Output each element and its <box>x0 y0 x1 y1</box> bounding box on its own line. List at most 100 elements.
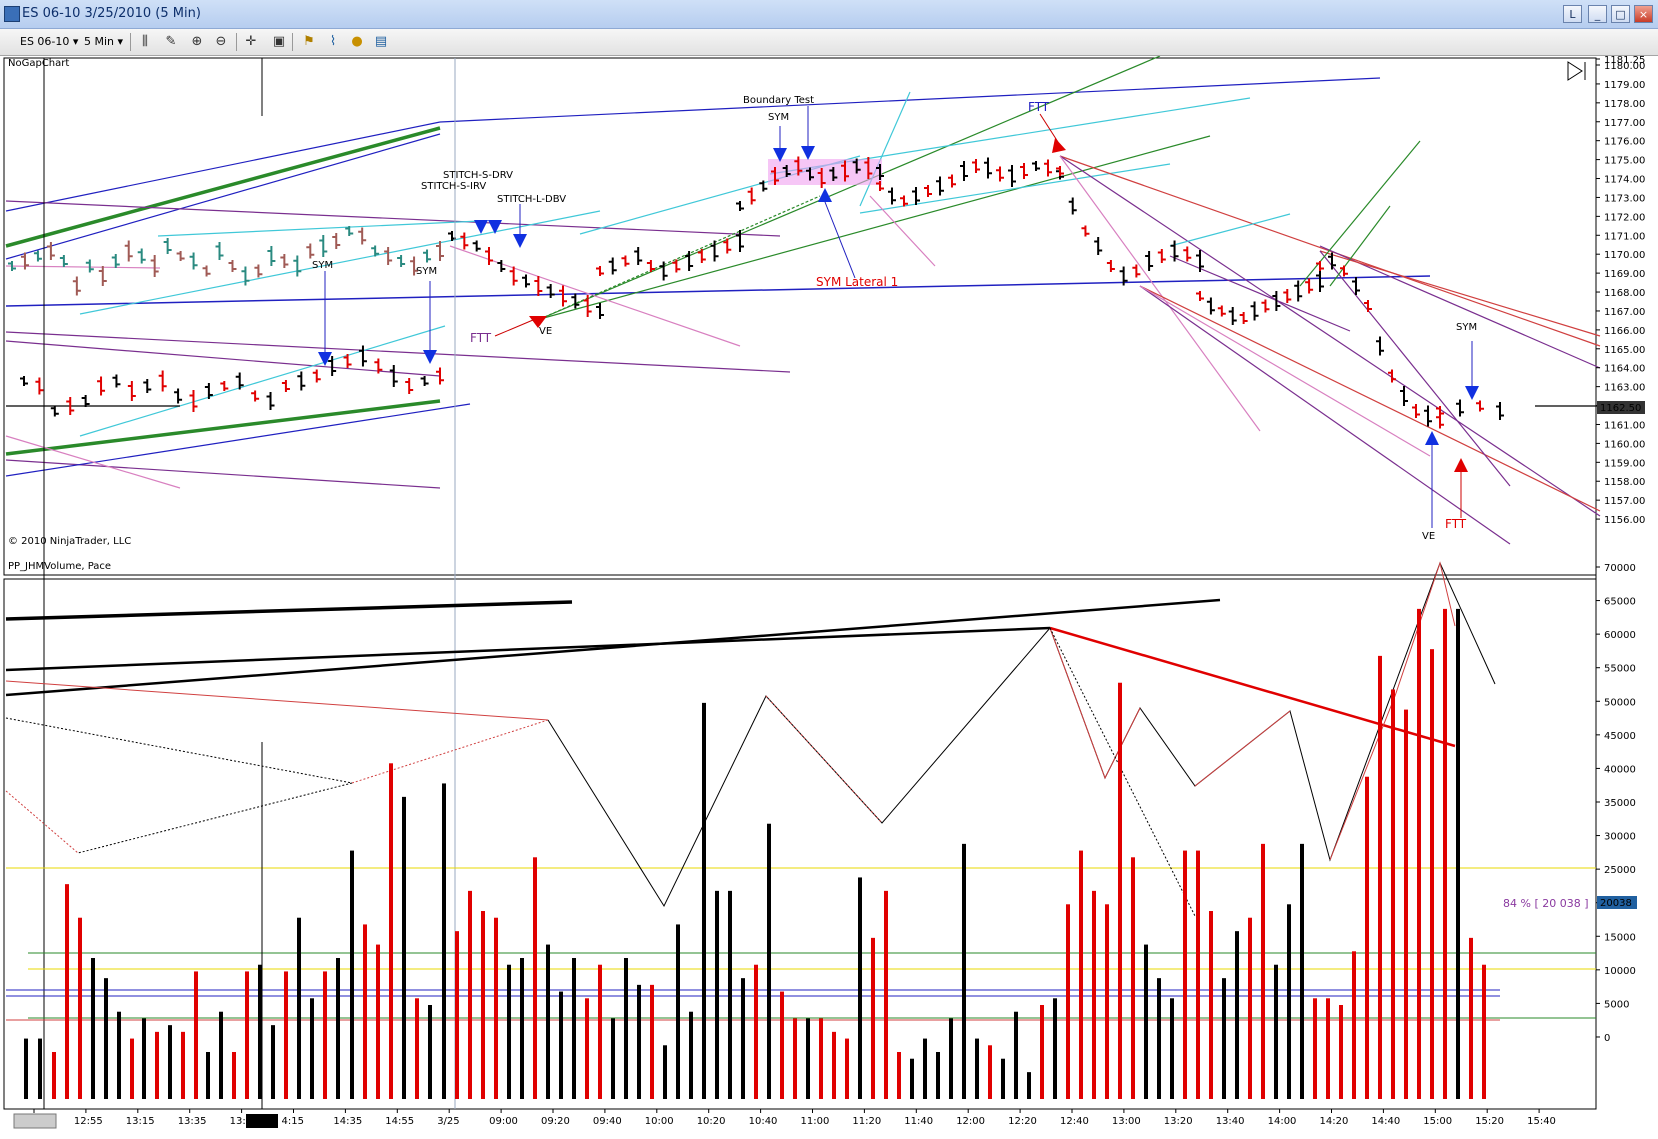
time-axis-label: 10:20 <box>697 1116 726 1127</box>
chart-area[interactable]: NoGapChart © 2010 NinjaTrader, LLC SYM S… <box>0 56 1658 1139</box>
stitch-s-drv-label: STITCH-S-DRV <box>443 170 513 181</box>
volume-bar <box>376 944 380 1099</box>
close-button[interactable]: × <box>1634 5 1653 23</box>
instrument-selector[interactable]: ES 06-10 ▾ <box>20 35 79 48</box>
price-panel <box>3 57 1597 576</box>
volume-bar <box>637 984 641 1099</box>
price-axis-label: 1172.00 <box>1604 212 1645 223</box>
ve-label: VE <box>539 326 552 337</box>
current-volume-marker: 20038 <box>1597 896 1637 909</box>
volume-bar <box>624 958 628 1099</box>
volume-bar <box>520 958 524 1099</box>
data-box-icon[interactable]: ▤ <box>374 34 388 49</box>
volume-bar <box>585 998 589 1099</box>
volume-bar <box>1235 931 1239 1099</box>
volume-bar <box>845 1038 849 1099</box>
ftt-label: FTT <box>1445 517 1467 531</box>
zoom-in-icon[interactable]: ⊕ <box>191 34 203 49</box>
pencil-icon[interactable]: ✎ <box>165 34 177 49</box>
crosshair-icon[interactable]: ✛ <box>245 34 257 49</box>
volume-axis-label: 60000 <box>1604 630 1636 641</box>
volume-bar <box>1430 649 1434 1099</box>
price-axis-label: 1174.00 <box>1604 175 1645 186</box>
volume-axis-label: 70000 <box>1604 563 1636 574</box>
bar-style-icon[interactable]: ⫼ <box>142 34 148 49</box>
ftt-label: FTT <box>1028 100 1050 114</box>
volume-bar <box>181 1031 185 1099</box>
price-axis-label: 1164.00 <box>1604 364 1645 375</box>
volume-panel-name: PP_JHMVolume, Pace <box>8 561 111 572</box>
price-axis-label: 1160.00 <box>1604 439 1645 450</box>
volume-bar <box>1339 1005 1343 1099</box>
volume-bar <box>1365 776 1369 1099</box>
price-axis-label: 1158.00 <box>1604 477 1645 488</box>
volume-bar <box>297 917 301 1099</box>
volume-bar <box>65 884 69 1099</box>
volume-bar <box>38 1038 42 1099</box>
indicator-icon[interactable]: ⌇ <box>329 34 337 49</box>
time-axis-label: 14:40 <box>1371 1116 1400 1127</box>
volume-axis-label: 55000 <box>1604 664 1636 675</box>
time-axis-label: 09:20 <box>541 1116 570 1127</box>
volume-bar <box>206 1052 210 1099</box>
volume-bar <box>741 978 745 1099</box>
volume-bar <box>1196 850 1200 1099</box>
volume-bar <box>923 1038 927 1099</box>
volume-bar <box>1092 890 1096 1099</box>
volume-bar <box>1131 857 1135 1099</box>
price-axis-label: 1178.00 <box>1604 99 1645 110</box>
volume-bar <box>232 1052 236 1099</box>
volume-bar <box>1001 1058 1005 1099</box>
volume-axis-label: 65000 <box>1604 597 1636 608</box>
price-axis-label: 1181.25 <box>1604 56 1645 66</box>
volume-bar <box>219 1011 223 1099</box>
market-analyzer-icon[interactable]: ● <box>351 34 363 49</box>
volume-bar <box>663 1045 667 1099</box>
price-axis-label: 1170.00 <box>1604 250 1645 261</box>
volume-bar <box>728 890 732 1099</box>
properties-icon[interactable]: ▣ <box>272 34 286 49</box>
time-axis-label: 12:20 <box>1008 1116 1037 1127</box>
sym-label: SYM <box>312 260 333 271</box>
volume-bar <box>975 1038 979 1099</box>
volume-bar <box>1300 843 1304 1099</box>
time-axis-label: 13:00 <box>1112 1116 1141 1127</box>
link-button[interactable]: L <box>1563 5 1582 23</box>
time-axis-label: 4:15 <box>282 1116 304 1127</box>
strategy-icon[interactable]: ⚑ <box>303 34 315 49</box>
volume-bar <box>245 971 249 1099</box>
volume-bar <box>78 917 82 1099</box>
stitch-s-irv-label: STITCH-S-IRV <box>421 181 486 192</box>
volume-bar <box>897 1052 901 1099</box>
ftt-label: FTT <box>470 331 492 345</box>
current-price-marker: 1162.50 <box>1597 401 1645 414</box>
time-axis-label: 09:40 <box>593 1116 622 1127</box>
minimize-button[interactable]: _ <box>1588 5 1607 23</box>
time-axis-label: 14:55 <box>385 1116 414 1127</box>
volume-bar <box>1248 917 1252 1099</box>
volume-bar <box>1040 1005 1044 1099</box>
volume-bar <box>494 917 498 1099</box>
scroll-end-icon[interactable] <box>1567 61 1586 81</box>
volume-bar <box>442 783 446 1099</box>
time-axis-label: 3/25 <box>437 1116 459 1127</box>
volume-axis-label: 30000 <box>1604 832 1636 843</box>
maximize-button[interactable]: □ <box>1611 5 1630 23</box>
price-axis-label: 1165.00 <box>1604 345 1645 356</box>
time-axis-label: 14:20 <box>1320 1116 1349 1127</box>
price-axis-label: 1175.00 <box>1604 156 1645 167</box>
volume-bar <box>455 931 459 1099</box>
volume-bar <box>1378 655 1382 1099</box>
ve-label: VE <box>1422 531 1435 542</box>
volume-bar <box>767 823 771 1099</box>
volume-bar <box>271 1025 275 1099</box>
time-axis-label: 10:00 <box>645 1116 674 1127</box>
volume-bar <box>24 1038 28 1099</box>
volume-bar <box>1170 998 1174 1099</box>
volume-bar <box>284 971 288 1099</box>
zoom-out-icon[interactable]: ⊖ <box>215 34 227 49</box>
interval-selector[interactable]: 5 Min ▾ <box>84 35 124 48</box>
volume-bar <box>194 971 198 1099</box>
copyright-text: © 2010 NinjaTrader, LLC <box>8 536 131 547</box>
volume-axis-label: 15000 <box>1604 932 1636 943</box>
